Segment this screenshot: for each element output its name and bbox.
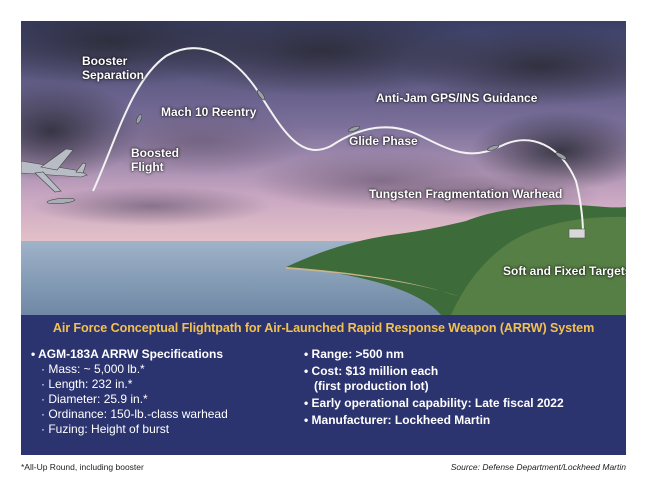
source-credit: Source: Defense Department/Lockheed Mart… <box>450 462 626 472</box>
scene-art <box>21 21 626 315</box>
booster-separation-label: Booster Separation <box>82 54 145 82</box>
spec-item: · Mass: ~ 5,000 lb.* <box>41 362 145 376</box>
panel-title: Air Force Conceptual Flightpath for Air-… <box>52 321 595 335</box>
missile-marker <box>256 89 266 101</box>
specs-heading: • AGM-183A ARRW Specifications <box>31 347 224 361</box>
specs-panel: Air Force Conceptual Flightpath for Air-… <box>21 315 626 455</box>
manufacturer-item: • Manufacturer: Lockheed Martin <box>304 413 491 427</box>
warhead-label: Tungsten Fragmentation Warhead <box>369 187 563 201</box>
range-item: • Range: >500 nm <box>304 347 404 361</box>
launched-missile <box>46 197 76 205</box>
cost-item: • Cost: $13 million each <box>304 364 439 378</box>
mach10-reentry-label: Mach 10 Reentry <box>161 105 257 119</box>
clouds <box>21 21 626 226</box>
ioc-item: • Early operational capability: Late fis… <box>304 396 564 410</box>
missile-marker <box>135 114 143 124</box>
targets-label: Soft and Fixed Targets <box>503 264 626 278</box>
target-structure <box>568 228 586 239</box>
bomber-aircraft <box>21 148 88 193</box>
glide-phase-label: Glide Phase <box>349 134 418 148</box>
boosted-flight-label: Boosted Flight <box>131 146 179 174</box>
specs-left-column: • AGM-183A ARRW Specifications · Mass: ~… <box>31 347 228 437</box>
missile-marker <box>487 144 499 152</box>
flight-trajectory <box>92 47 584 234</box>
spec-item: · Fuzing: Height of burst <box>41 422 170 436</box>
missile-marker <box>348 125 360 133</box>
footnote: *All-Up Round, including booster <box>21 462 144 472</box>
missile-marker <box>555 152 567 160</box>
flightpath-illustration: Booster Separation Mach 10 Reentry Anti-… <box>21 21 626 315</box>
specs-right-column: • Range: >500 nm • Cost: $13 million eac… <box>304 347 564 428</box>
cost-note: (first production lot) <box>314 379 429 393</box>
spec-item: · Length: 232 in.* <box>41 377 133 391</box>
spec-item: · Ordinance: 150-lb.-class warhead <box>41 407 228 421</box>
antijam-guidance-label: Anti-Jam GPS/INS Guidance <box>376 91 538 105</box>
spec-item: · Diameter: 25.9 in.* <box>41 392 148 406</box>
